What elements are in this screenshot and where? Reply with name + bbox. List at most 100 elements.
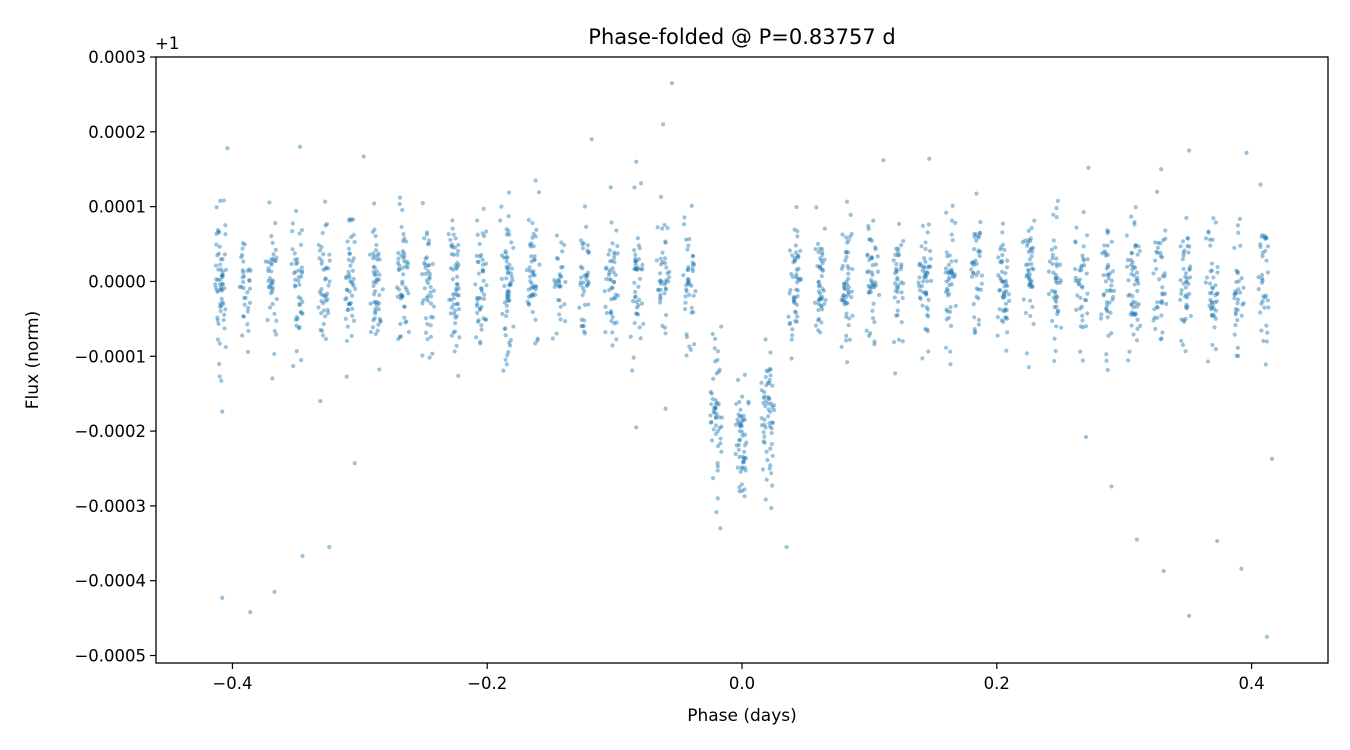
data-point: [895, 275, 900, 280]
data-point: [796, 266, 801, 271]
data-point: [976, 322, 981, 327]
data-point: [481, 296, 487, 301]
data-point: [401, 255, 406, 261]
data-point: [972, 315, 977, 320]
data-point: [343, 316, 348, 321]
data-point: [1187, 148, 1192, 153]
data-point: [1101, 273, 1106, 278]
data-point: [1155, 250, 1160, 255]
scatter-points: [213, 81, 1275, 639]
data-point: [1133, 243, 1138, 248]
data-point: [449, 244, 454, 249]
data-point: [294, 323, 299, 328]
data-point: [759, 416, 764, 421]
data-point: [976, 235, 981, 240]
data-point: [1028, 281, 1033, 286]
data-point: [505, 292, 510, 297]
data-point: [397, 267, 402, 273]
data-point: [215, 228, 221, 233]
data-point: [1259, 301, 1264, 306]
data-point: [896, 282, 901, 288]
data-point: [841, 284, 847, 289]
data-point: [424, 295, 429, 301]
data-point: [769, 471, 774, 476]
data-point: [819, 296, 824, 302]
data-point: [1259, 234, 1264, 239]
data-point: [1030, 304, 1035, 309]
data-point: [353, 286, 358, 291]
data-point: [995, 333, 1000, 338]
data-point: [685, 247, 690, 252]
data-point: [896, 246, 901, 252]
data-point: [735, 377, 741, 383]
data-point: [1135, 252, 1140, 257]
data-point: [1154, 249, 1159, 254]
y-tick-label: −0.0001: [74, 347, 146, 366]
data-point: [505, 290, 510, 295]
data-point: [326, 266, 331, 271]
data-point: [1110, 269, 1116, 274]
data-point: [351, 318, 357, 323]
data-point: [451, 296, 456, 301]
data-point: [321, 301, 326, 306]
data-point: [665, 271, 670, 276]
data-point: [531, 269, 536, 274]
data-point: [371, 251, 376, 256]
data-point: [1131, 264, 1136, 269]
data-point: [846, 238, 851, 243]
data-point: [317, 256, 322, 261]
data-point: [899, 320, 904, 325]
data-point: [453, 321, 458, 326]
data-point: [245, 268, 250, 273]
data-point: [877, 292, 882, 298]
data-point: [1205, 359, 1211, 364]
data-point: [1187, 613, 1192, 618]
data-point: [320, 328, 325, 333]
data-point: [895, 308, 900, 313]
data-point: [475, 297, 480, 302]
data-point: [478, 296, 483, 301]
data-point: [610, 330, 615, 335]
data-point: [1103, 250, 1108, 256]
data-point: [221, 301, 226, 307]
data-point: [476, 295, 482, 301]
data-point: [508, 282, 513, 288]
data-point: [270, 240, 275, 245]
data-point: [269, 286, 274, 291]
data-point: [842, 298, 847, 303]
data-point: [1213, 283, 1218, 288]
x-tick-label: −0.2: [467, 674, 507, 693]
data-point: [503, 249, 508, 254]
data-point: [845, 264, 850, 269]
data-point: [377, 367, 382, 372]
data-point: [814, 205, 819, 210]
data-point: [767, 396, 772, 401]
data-point: [997, 288, 1002, 293]
data-point: [374, 278, 379, 283]
data-point: [245, 349, 251, 355]
y-axis-ticks: 0.00030.00020.00010.0000−0.0001−0.0002−0…: [74, 48, 156, 666]
data-point: [1184, 215, 1189, 220]
data-point: [820, 294, 825, 300]
data-point: [269, 260, 274, 265]
data-point: [610, 285, 615, 291]
data-point: [219, 303, 224, 309]
data-point: [946, 262, 952, 267]
data-point: [1260, 254, 1265, 259]
data-point: [1050, 261, 1055, 267]
data-point: [844, 199, 850, 204]
data-point: [1086, 165, 1091, 170]
data-point: [1130, 267, 1135, 272]
data-point: [321, 267, 326, 272]
data-point: [423, 271, 428, 277]
data-point: [1128, 258, 1133, 263]
data-point: [508, 282, 513, 287]
data-point: [1104, 358, 1109, 363]
data-point: [1046, 269, 1052, 274]
data-point: [533, 234, 538, 239]
data-point: [509, 240, 514, 245]
data-point: [1265, 244, 1271, 249]
data-point: [502, 300, 507, 305]
data-point: [787, 291, 792, 296]
data-point: [1081, 256, 1086, 261]
